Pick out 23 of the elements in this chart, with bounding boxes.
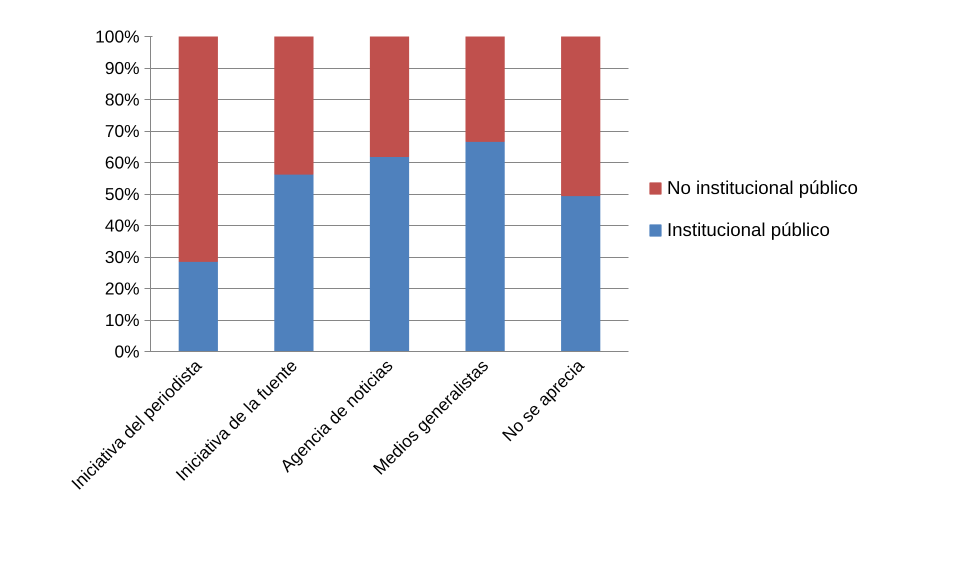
bar bbox=[561, 195, 600, 352]
legend-label: No institucional público bbox=[667, 177, 858, 199]
y-tick-label: 10% bbox=[104, 310, 140, 330]
y-tick-label: 20% bbox=[104, 278, 140, 298]
bar bbox=[370, 36, 410, 158]
y-tick-label: 100% bbox=[95, 26, 140, 46]
bar bbox=[178, 260, 218, 352]
y-tick-label: 80% bbox=[104, 90, 140, 110]
y-tick-label: 30% bbox=[104, 247, 140, 267]
y-tick-label: 50% bbox=[104, 184, 140, 204]
bar bbox=[465, 140, 505, 352]
legend-label: Institucional público bbox=[667, 219, 830, 241]
y-tick-label: 0% bbox=[114, 342, 140, 362]
bar bbox=[465, 36, 505, 142]
bar bbox=[178, 36, 218, 262]
y-tick-label: 90% bbox=[104, 58, 140, 78]
bar bbox=[274, 174, 314, 352]
bar bbox=[274, 36, 314, 175]
y-tick-label: 60% bbox=[104, 152, 140, 172]
y-tick-label: 40% bbox=[104, 216, 140, 236]
bar bbox=[561, 36, 600, 196]
bar bbox=[370, 156, 410, 352]
y-tick-label: 70% bbox=[104, 121, 140, 141]
